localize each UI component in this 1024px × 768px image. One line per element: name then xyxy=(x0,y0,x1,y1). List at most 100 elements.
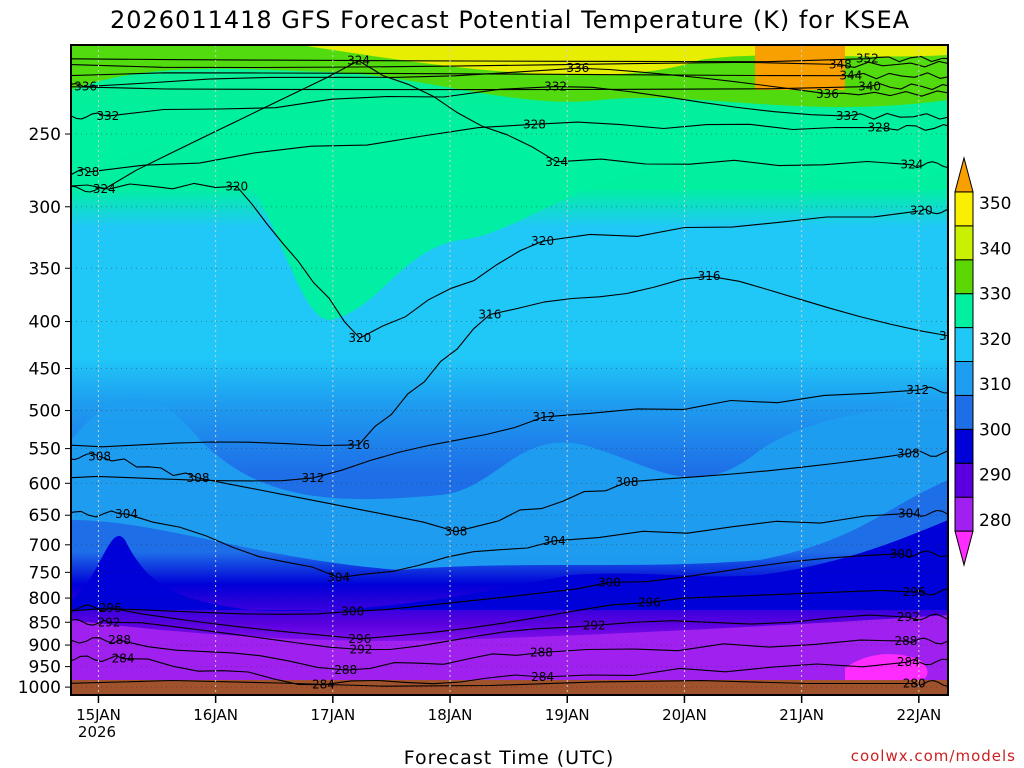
x-tick-label: 17JAN xyxy=(310,706,355,724)
contour-label: 332 xyxy=(544,80,567,94)
contour-label: 308 xyxy=(187,471,210,485)
vertical-gridlines xyxy=(97,45,920,695)
contour-label: 316 xyxy=(939,329,962,343)
contour-328 xyxy=(71,121,948,175)
colorbar-swatch xyxy=(954,428,974,464)
colorbar-label: 300 xyxy=(979,420,1011,440)
colorbar-label: 290 xyxy=(979,466,1011,486)
contour-label: 312 xyxy=(532,410,555,424)
colorbar-swatch xyxy=(954,225,974,261)
contour-280 xyxy=(71,679,948,688)
contour-308 xyxy=(71,450,948,533)
contour-label: 292 xyxy=(98,615,121,629)
contour-label: 320 xyxy=(531,234,554,248)
y-tick-label: 750 xyxy=(29,563,61,583)
y-tick-label: 350 xyxy=(29,259,61,279)
y-tick-label: 700 xyxy=(29,536,61,556)
contour-label: 284 xyxy=(112,652,135,666)
contour-label: 296 xyxy=(638,596,661,610)
x-axis-label: Forecast Time (UTC) xyxy=(404,747,614,768)
contour-label: 312 xyxy=(301,471,324,485)
y-tick-label: 500 xyxy=(29,402,61,422)
contour-label: 304 xyxy=(898,506,921,520)
y-tick-label: 550 xyxy=(29,440,61,460)
contour-label: 336 xyxy=(816,87,839,101)
y-tick-label: 800 xyxy=(29,589,61,609)
contour-label: 324 xyxy=(93,182,116,196)
contour-label: 332 xyxy=(96,109,119,123)
contour-304 xyxy=(71,509,948,579)
top-right-orange-patch xyxy=(755,45,845,90)
colorbar-swatch xyxy=(954,191,974,227)
contour-label: 300 xyxy=(598,575,621,589)
contour-label: 324 xyxy=(347,54,370,68)
y-tick-label: 1000 xyxy=(18,678,61,698)
y-tick-label: 450 xyxy=(29,360,61,380)
contour-292 xyxy=(71,613,948,651)
contour-label: 280 xyxy=(903,676,926,690)
contour-label: 308 xyxy=(616,475,639,489)
y-tick-label: 400 xyxy=(29,313,61,333)
contour-label: 328 xyxy=(868,121,891,135)
credit-link[interactable]: coolwx.com/models xyxy=(851,747,1016,765)
contour-label: 296 xyxy=(903,585,926,599)
contour-label: 288 xyxy=(894,634,917,648)
y-tick-label: 900 xyxy=(29,636,61,656)
contour-label: 312 xyxy=(906,383,929,397)
x-tick-label: 18JAN xyxy=(428,706,473,724)
contour-label: 284 xyxy=(312,678,335,692)
y-axis: 250 300 350 400 450 500 550 600 650 700 750 800 850 9… xyxy=(18,125,71,698)
contour-label: 308 xyxy=(444,524,467,538)
contour-label: 292 xyxy=(583,619,606,633)
contour-label: 324 xyxy=(545,155,568,169)
colorbar-label: 350 xyxy=(979,194,1011,214)
colorbar-label: 340 xyxy=(979,239,1011,259)
contour-label: 336 xyxy=(74,80,97,94)
contour-332 xyxy=(71,86,948,120)
colorbar-top-arrow xyxy=(954,156,974,193)
y-tick-label: 300 xyxy=(29,198,61,218)
contour-label: 336 xyxy=(566,61,589,75)
contour-label: 328 xyxy=(523,117,546,131)
contour-288 xyxy=(71,637,948,671)
contour-label: 304 xyxy=(543,534,566,548)
contour-label: 300 xyxy=(890,547,913,561)
x-tick-label: 19JAN xyxy=(545,706,590,724)
colorbar-swatch xyxy=(954,259,974,295)
contour-label: 328 xyxy=(76,165,99,179)
contour-label: 320 xyxy=(225,179,248,193)
contour-label: 352 xyxy=(856,52,879,66)
contour-label: 316 xyxy=(698,269,721,283)
contour-312 xyxy=(71,386,948,482)
contour-300 xyxy=(71,550,948,615)
y-tick-label: 950 xyxy=(29,658,61,678)
contour-label: 288 xyxy=(530,646,553,660)
contour-label: 340 xyxy=(858,80,881,94)
contour-320 xyxy=(71,182,948,339)
contour-316 xyxy=(71,275,948,448)
contour-label: 292 xyxy=(897,610,920,624)
x-tick-label: 20JAN xyxy=(662,706,707,724)
contour-label: 288 xyxy=(108,633,131,647)
x-tick-label: 21JAN xyxy=(779,706,824,724)
colorbar-swatch xyxy=(954,394,974,430)
contour-label: 284 xyxy=(897,655,920,669)
colorbar-swatch xyxy=(954,462,974,498)
contour-label: 316 xyxy=(347,438,370,452)
contour-label: 344 xyxy=(839,69,862,83)
horizontal-gridlines xyxy=(71,133,948,688)
contour-label: 320 xyxy=(348,331,371,345)
contour-340 xyxy=(71,83,948,91)
contour-284 xyxy=(71,655,948,686)
contour-296 xyxy=(71,588,948,640)
contour-label: 304 xyxy=(327,571,350,585)
contour-label: 288 xyxy=(334,663,357,677)
colorbar-label: 330 xyxy=(979,285,1011,305)
low-blue-region xyxy=(71,520,948,611)
surface-magenta-patch xyxy=(845,654,928,680)
x-tick-label: 22JAN xyxy=(896,706,941,724)
contour-label: 308 xyxy=(897,447,920,461)
